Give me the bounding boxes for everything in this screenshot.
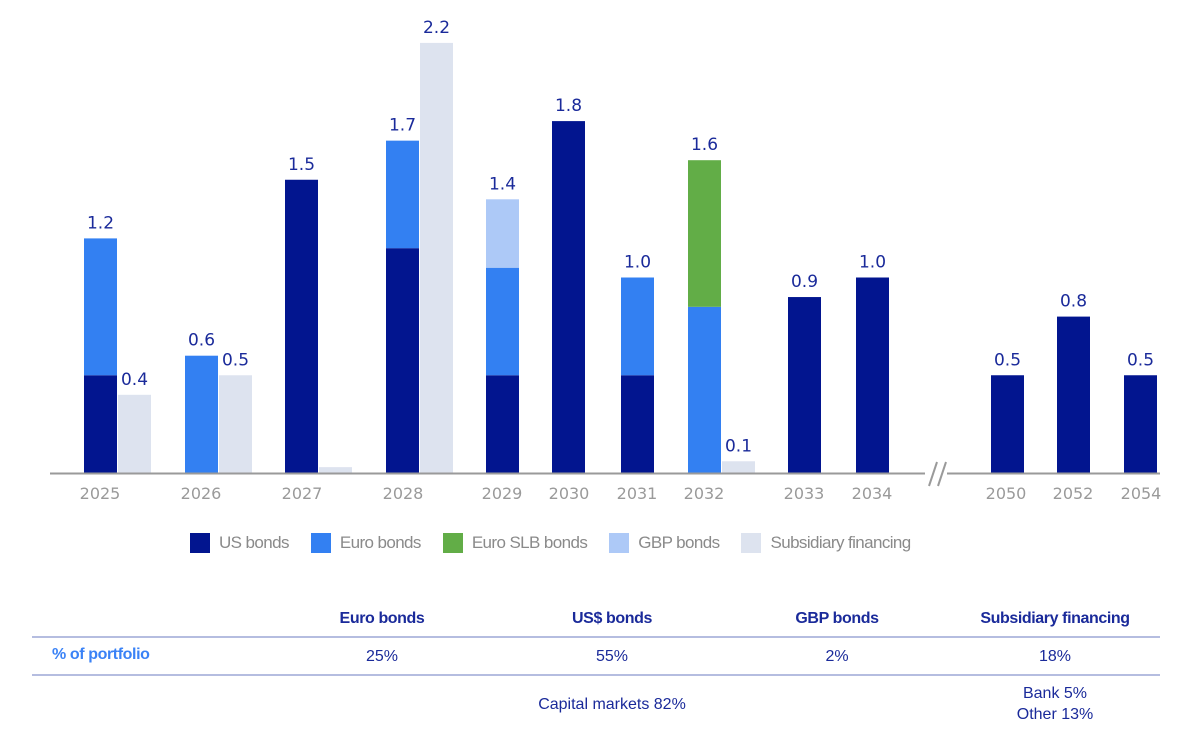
data-label-subsidiary-2032: 0.1 — [725, 436, 752, 456]
x-tick-label-2032: 2032 — [684, 484, 725, 503]
x-tick-label-2033: 2033 — [784, 484, 825, 503]
table-header: US$ bonds — [572, 610, 652, 627]
x-tick-label-2054: 2054 — [1121, 484, 1162, 503]
table-cell: 25% — [365, 648, 399, 665]
bar-us-bonds-2052 — [1057, 316, 1090, 473]
bar-us-bonds-2033 — [788, 297, 821, 473]
legend-label: Subsidiary financing — [770, 533, 911, 552]
data-label-total-2025: 1.2 — [87, 213, 114, 233]
legend-item-subsidiary-financing: Subsidiary financing — [741, 533, 911, 553]
data-label-total-2030: 1.8 — [555, 96, 582, 116]
legend-swatch — [609, 533, 630, 553]
bar-us-bonds-2030 — [552, 121, 585, 473]
table-divider — [32, 674, 1160, 676]
table-summary-row: Capital markets 82% Bank 5% Other 13% — [32, 675, 1160, 735]
legend-swatch — [442, 533, 463, 553]
x-tick-label-2052: 2052 — [1053, 484, 1094, 503]
chart-legend: US bonds Euro bonds Euro SLB bonds GBP b… — [190, 533, 933, 553]
bar-euro-bonds-2032 — [688, 306, 721, 473]
data-label-total-2026: 0.6 — [188, 331, 215, 351]
x-tick-label-2030: 2030 — [549, 484, 590, 503]
bar-subsidiary-financing-2025 — [118, 394, 151, 473]
data-label-subsidiary-2028: 2.2 — [423, 18, 450, 38]
x-tick-label-2028: 2028 — [383, 484, 424, 503]
bar-euro-bonds-2025 — [84, 238, 117, 376]
table-cell: 2% — [825, 648, 849, 665]
axis-break-mark — [937, 461, 947, 487]
x-tick-label-2027: 2027 — [282, 484, 323, 503]
data-label-subsidiary-2026: 0.5 — [222, 350, 249, 370]
subsidiary-breakdown: Bank 5% Other 13% — [950, 683, 1160, 725]
legend-swatch — [310, 533, 331, 553]
bar-euro-slb-bonds-2032 — [688, 160, 721, 307]
bar-us-bonds-2034 — [856, 277, 889, 473]
data-label-subsidiary-2025: 0.4 — [121, 370, 148, 390]
legend-label: Euro SLB bonds — [471, 533, 588, 552]
table-header-row: Euro bonds US$ bonds GBP bonds Subsidiar… — [32, 603, 1160, 639]
row-label: % of portfolio — [52, 646, 150, 663]
x-tick-label-2025: 2025 — [80, 484, 121, 503]
bar-euro-bonds-2031 — [621, 277, 654, 376]
x-tick-label-2034: 2034 — [852, 484, 893, 503]
legend-item-euro-bonds: Euro bonds — [310, 533, 422, 553]
data-label-total-2034: 1.0 — [859, 253, 886, 273]
other-share: Other 13% — [1016, 706, 1094, 723]
data-label-total-2029: 1.4 — [489, 174, 516, 194]
bar-subsidiary-financing-2028 — [420, 42, 453, 474]
bar-euro-bonds-2028 — [386, 140, 419, 249]
legend-item-us-bonds: US bonds — [190, 533, 289, 553]
x-tick-label-2026: 2026 — [181, 484, 222, 503]
data-label-total-2028: 1.7 — [389, 116, 416, 136]
data-label-total-2052: 0.8 — [1060, 292, 1087, 312]
bar-euro-bonds-2026 — [185, 355, 218, 473]
bar-us-bonds-2025 — [84, 375, 117, 473]
data-label-total-2033: 0.9 — [791, 272, 818, 292]
data-label-total-2050: 0.5 — [994, 350, 1021, 370]
table-row: % of portfolio 25% 55% 2% 18% — [32, 639, 1160, 675]
data-label-total-2027: 1.5 — [288, 155, 315, 175]
axis-break-mark — [928, 461, 938, 487]
legend-swatch — [190, 533, 210, 553]
x-tick-label-2031: 2031 — [617, 484, 658, 503]
bar-us-bonds-2031 — [621, 375, 654, 473]
capital-markets-total: Capital markets 82% — [538, 696, 686, 713]
bar-euro-bonds-2029 — [486, 267, 519, 376]
bar-us-bonds-2029 — [486, 375, 519, 473]
table-divider — [32, 636, 1160, 638]
labels-layer: 1.2 0.4 2025 0.6 0.5 2026 1.5 2027 1.7 2.2 2028 1.4… — [80, 18, 1162, 503]
portfolio-table: Euro bonds US$ bonds GBP bonds Subsidiar… — [32, 603, 1160, 735]
bar-subsidiary-financing-2027 — [319, 467, 352, 473]
bar-us-bonds-2028 — [386, 248, 419, 473]
x-tick-label-2029: 2029 — [482, 484, 523, 503]
bar-us-bonds-2054 — [1124, 375, 1157, 473]
legend-label: Euro bonds — [339, 533, 422, 552]
bar-subsidiary-financing-2032 — [722, 461, 755, 473]
bar-us-bonds-2050 — [991, 375, 1024, 473]
data-label-total-2031: 1.0 — [624, 253, 651, 273]
legend-label: GBP bonds — [638, 533, 720, 552]
x-tick-label-2050: 2050 — [986, 484, 1027, 503]
table-header: Subsidiary financing — [980, 610, 1130, 627]
bar-subsidiary-financing-2026 — [219, 375, 252, 473]
bar-chart: 1.2 0.4 2025 0.6 0.5 2026 1.5 2027 1.7 2.2 2028 1.4… — [50, 18, 1162, 503]
table-header: GBP bonds — [795, 610, 879, 627]
table-header: Euro bonds — [339, 610, 425, 627]
bars-layer — [84, 42, 1157, 474]
legend-label: US bonds — [219, 533, 289, 552]
table-cell: 55% — [595, 648, 629, 665]
bar-us-bonds-2027 — [285, 179, 318, 473]
data-label-total-2032: 1.6 — [691, 135, 718, 155]
legend-item-euro-slb-bonds: Euro SLB bonds — [442, 533, 588, 553]
bank-share: Bank 5% — [1022, 685, 1088, 702]
bar-gbp-bonds-2029 — [486, 199, 519, 268]
legend-swatch — [741, 533, 762, 553]
table-cell: 18% — [1038, 648, 1072, 665]
data-label-total-2054: 0.5 — [1127, 350, 1154, 370]
legend-item-gbp-bonds: GBP bonds — [609, 533, 720, 553]
